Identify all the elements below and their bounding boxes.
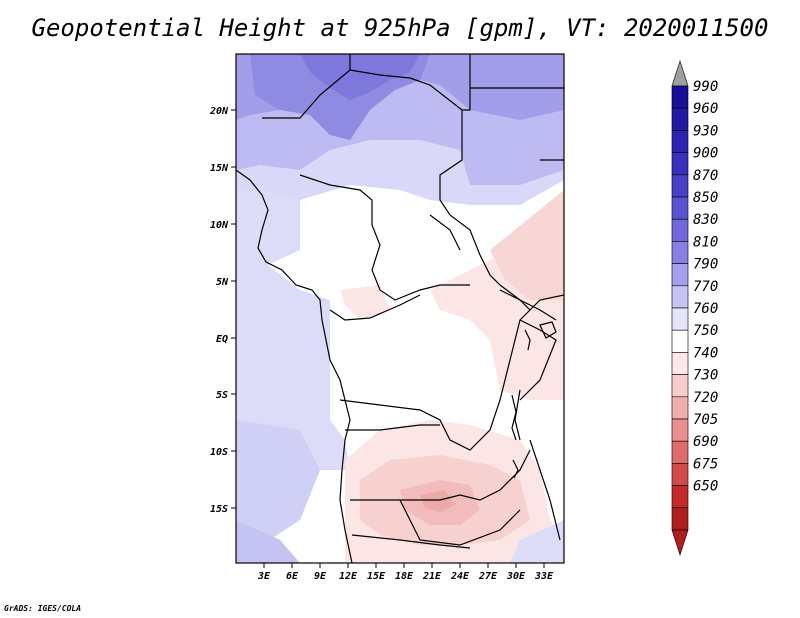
colorbar-swatch xyxy=(671,174,689,198)
grads-credit: GrADS: IGES/COLA xyxy=(4,604,82,613)
colorbar-label: 900 xyxy=(693,146,718,162)
colorbar-swatch xyxy=(671,85,689,109)
colorbar-swatch xyxy=(671,263,689,287)
colorbar-swatch xyxy=(671,329,689,353)
map-title: Geopotential Height at 925hPa [gpm], VT:… xyxy=(31,14,769,42)
colorbar-label: 830 xyxy=(693,212,718,228)
colorbar-label: 690 xyxy=(693,434,718,450)
lat-label-5n: 5N xyxy=(216,277,229,288)
lon-label-9e: 9E xyxy=(314,571,327,582)
lon-label-27e: 27E xyxy=(478,571,498,582)
colorbar-swatch xyxy=(671,152,689,176)
colorbar-swatch xyxy=(671,374,689,398)
colorbar-swatch xyxy=(671,463,689,486)
colorbar-label: 730 xyxy=(693,368,718,384)
lat-axis: 20N 15N 10N 5N EQ 5S 10S 15S xyxy=(209,106,236,515)
colorbar-swatch xyxy=(671,352,689,375)
lon-label-30e: 30E xyxy=(506,571,526,582)
lon-label-21e: 21E xyxy=(422,571,442,582)
lon-label-3e: 3E xyxy=(257,571,271,582)
colorbar-swatch xyxy=(671,218,689,242)
lon-label-33e: 33E xyxy=(534,571,554,582)
lat-label-10s: 10S xyxy=(210,447,228,458)
lat-label-20n: 20N xyxy=(209,106,229,117)
colorbar-swatch xyxy=(671,507,689,531)
lat-label-eq: EQ xyxy=(216,334,228,345)
lon-label-24e: 24E xyxy=(450,571,470,582)
colorbar-label: 720 xyxy=(693,390,718,406)
colorbar-label: 675 xyxy=(693,456,718,472)
colorbar-label: 770 xyxy=(693,279,718,295)
colorbar-swatch xyxy=(671,440,689,464)
colorbar-swatch xyxy=(671,130,689,153)
colorbar-swatch xyxy=(671,285,689,309)
lon-label-15e: 15E xyxy=(367,571,386,582)
colorbar-bottom-arrow xyxy=(671,529,689,556)
colorbar-label: 740 xyxy=(693,345,718,361)
lon-label-18e: 18E xyxy=(395,571,414,582)
colorbar-swatch xyxy=(671,307,689,331)
lon-label-12e: 12E xyxy=(339,571,358,582)
geopotential-field xyxy=(236,54,564,563)
colorbar-label: 760 xyxy=(693,301,718,317)
colorbar-top-arrow xyxy=(671,60,689,87)
colorbar-label: 750 xyxy=(693,323,718,339)
colorbar-label: 810 xyxy=(693,234,718,250)
colorbar-label: 705 xyxy=(693,412,718,428)
colorbar-swatch xyxy=(671,485,689,509)
lon-label-6e: 6E xyxy=(286,571,299,582)
lat-label-15s: 15S xyxy=(210,504,228,515)
lon-axis: 3E 6E 9E 12E 15E 18E 21E 24E 27E 30E 33E xyxy=(257,563,554,582)
colorbar-swatch xyxy=(671,396,689,420)
colorbar-swatch xyxy=(671,241,689,264)
colorbar-label: 850 xyxy=(693,190,718,206)
lakes xyxy=(511,321,557,479)
colorbar-label: 990 xyxy=(693,79,718,95)
colorbar-swatch xyxy=(671,418,689,442)
lat-label-5s: 5S xyxy=(216,390,228,401)
colorbar-label: 870 xyxy=(693,168,718,184)
country-borders xyxy=(236,54,564,563)
lat-label-15n: 15N xyxy=(210,163,229,174)
colorbar: 990 960 930 900 870 850 830 810 790 770 760 750 740 7… xyxy=(671,60,718,556)
lat-label-10n: 10N xyxy=(210,220,229,231)
colorbar-swatch xyxy=(671,107,689,131)
colorbar-label: 790 xyxy=(693,257,718,273)
colorbar-label: 650 xyxy=(693,479,718,495)
plot-frame xyxy=(235,53,565,564)
colorbar-label: 930 xyxy=(693,123,718,139)
colorbar-swatch xyxy=(671,196,689,220)
colorbar-label: 960 xyxy=(693,101,718,117)
